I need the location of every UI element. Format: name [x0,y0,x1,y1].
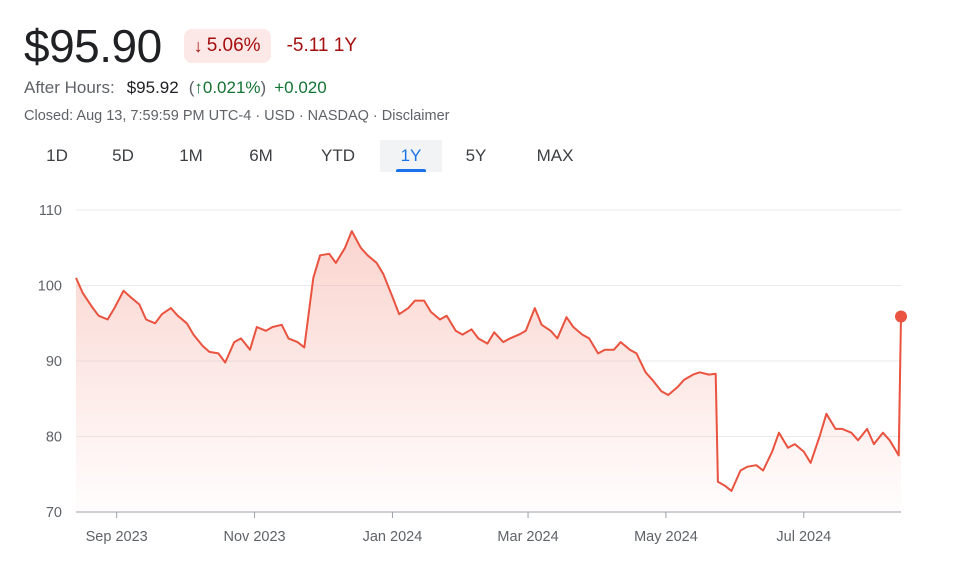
x-tick-label: Mar 2024 [497,529,558,545]
tab-5y[interactable]: 5Y [442,140,510,172]
x-tick-label: Jan 2024 [363,529,423,545]
y-tick-label: 110 [39,203,62,219]
after-hours-row: After Hours: $95.92 ( ↑ 0.021% ) +0.020 [24,78,327,98]
x-axis: Sep 2023 Nov 2023 Jan 2024 Mar 2024 May 2024… [86,512,831,545]
last-price-dot [895,310,907,323]
tab-label: 5Y [465,146,487,165]
tab-label: 6M [249,146,273,165]
x-tick-label: May 2024 [634,529,698,545]
current-price: $95.90 [24,20,162,72]
change-percent: 5.06% [206,35,261,56]
change-percent-badge: ↓ 5.06% [183,29,271,63]
tab-1m[interactable]: 1M [156,140,226,172]
tab-max[interactable]: MAX [510,140,600,172]
x-tick-label: Nov 2023 [224,529,286,545]
quote-header: $95.90 ↓ 5.06% -5.11 1Y [24,18,357,74]
tab-label: 5D [112,146,134,165]
tab-5d[interactable]: 5D [90,140,156,172]
x-tick-label: Sep 2023 [86,529,148,545]
after-hours-percent: 0.021% [202,78,261,97]
tab-label: 1Y [400,146,422,165]
tab-1d[interactable]: 1D [24,140,90,172]
price-chart[interactable]: 70 80 90 100 110 Sep 2023 Nov 2023 Jan 2024 Mar… [0,190,960,567]
y-tick-label: 80 [46,430,62,446]
tab-1y[interactable]: 1Y [380,140,442,172]
after-hours-paren-open: ( [188,78,195,97]
tab-6m[interactable]: 6M [226,140,296,172]
after-hours-label: After Hours: [24,78,115,97]
tab-label: 1D [46,146,68,165]
price-line [75,230,902,492]
x-tick-label: Jul 2024 [776,529,831,545]
y-tick-label: 100 [38,279,62,295]
y-axis: 70 80 90 100 110 [38,203,62,521]
after-hours-paren-close: ) [260,78,267,97]
after-hours-price: $95.92 [126,78,179,97]
price-area [76,231,901,512]
range-tabs: 1D 5D 1M 6M YTD 1Y 5Y MAX [24,140,600,172]
tab-ytd[interactable]: YTD [296,140,380,172]
y-tick-label: 70 [46,505,62,521]
y-tick-label: 90 [46,354,62,370]
change-absolute: -5.11 1Y [286,35,357,56]
after-hours-change: +0.020 [274,78,327,97]
tab-label: MAX [536,146,574,165]
tab-label: 1M [179,146,203,165]
tab-label: YTD [321,146,355,165]
market-status-line: Closed: Aug 13, 7:59:59 PM UTC-4 · USD ·… [24,108,450,124]
arrow-up-icon: ↑ [194,78,203,97]
arrow-down-icon: ↓ [193,35,203,56]
